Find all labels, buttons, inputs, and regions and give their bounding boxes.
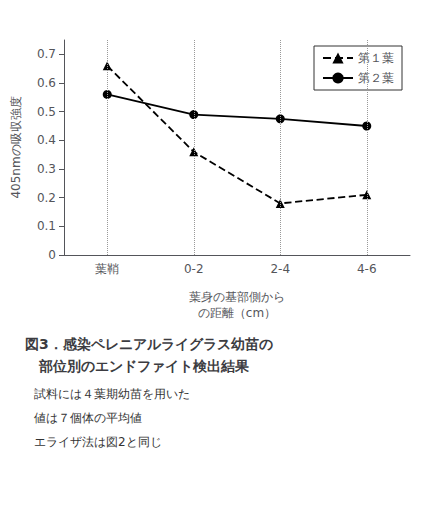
svg-text:の距離（cm）: の距離（cm） xyxy=(198,306,276,320)
svg-text:試料には４葉期幼苗を用いた: 試料には４葉期幼苗を用いた xyxy=(34,387,190,401)
svg-text:0.4: 0.4 xyxy=(37,133,56,147)
svg-text:第２葉: 第２葉 xyxy=(358,71,394,85)
svg-text:405nmの吸収強度: 405nmの吸収強度 xyxy=(9,96,23,198)
svg-text:4-6: 4-6 xyxy=(357,262,377,276)
svg-text:0-2: 0-2 xyxy=(184,262,204,276)
svg-text:0.6: 0.6 xyxy=(37,76,56,90)
svg-text:0.7: 0.7 xyxy=(37,47,56,61)
svg-text:第１葉: 第１葉 xyxy=(358,51,394,65)
svg-text:2-4: 2-4 xyxy=(270,262,290,276)
svg-text:部位別のエンドファイト検出結果: 部位別のエンドファイト検出結果 xyxy=(25,358,250,374)
svg-text:0.2: 0.2 xyxy=(37,191,56,205)
svg-text:葉身の基部側から: 葉身の基部側から xyxy=(189,290,285,304)
svg-text:0.3: 0.3 xyxy=(37,162,56,176)
svg-text:図3．感染ペレニアルライグラス幼苗の: 図3．感染ペレニアルライグラス幼苗の xyxy=(25,336,273,352)
svg-text:0.5: 0.5 xyxy=(37,105,56,119)
svg-text:エライザ法は図2と同じ: エライザ法は図2と同じ xyxy=(34,435,162,449)
svg-text:葉鞘: 葉鞘 xyxy=(95,262,119,276)
svg-text:0.1: 0.1 xyxy=(37,219,56,233)
svg-text:0: 0 xyxy=(48,248,56,262)
svg-text:値は７個体の平均値: 値は７個体の平均値 xyxy=(34,411,142,425)
